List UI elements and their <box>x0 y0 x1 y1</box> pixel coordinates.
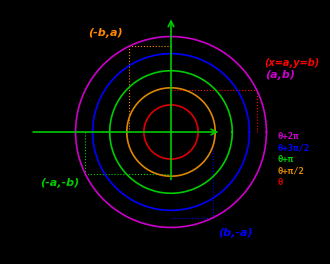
Text: θ+2π: θ+2π <box>278 131 299 140</box>
Text: θ: θ <box>278 178 283 187</box>
Text: θ+π: θ+π <box>278 155 294 164</box>
Text: θ+3π/2: θ+3π/2 <box>278 143 310 152</box>
Text: (-a,-b): (-a,-b) <box>40 178 79 188</box>
Text: (a,b): (a,b) <box>265 70 295 80</box>
Text: (x=a,y=b): (x=a,y=b) <box>265 58 320 68</box>
Text: (b,-a): (b,-a) <box>218 228 253 238</box>
Text: θ+π/2: θ+π/2 <box>278 166 304 175</box>
Text: (-b,a): (-b,a) <box>88 28 123 38</box>
